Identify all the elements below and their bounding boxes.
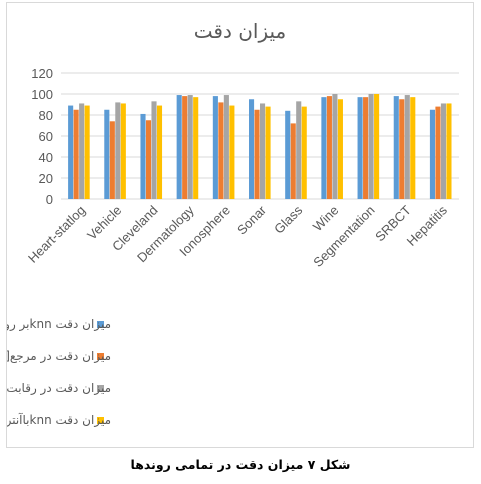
bar: [393, 96, 399, 199]
y-tick-label: 0: [46, 192, 53, 207]
bar: [104, 109, 110, 199]
bar: [156, 105, 163, 199]
y-tick-label: 40: [39, 150, 53, 165]
bar: [290, 123, 296, 199]
bar: [326, 96, 332, 199]
bar: [223, 95, 229, 199]
bar: [404, 95, 410, 199]
legend-label: میزان دقت در مرجع[2]: [7, 349, 111, 364]
chart-title: میزان دقت: [194, 19, 287, 43]
figure-caption: شکل ۷ میزان دقت در تمامی روندها: [130, 457, 351, 472]
y-tick-label: 20: [39, 171, 53, 186]
bar: [176, 95, 182, 199]
bar: [151, 101, 157, 199]
bar: [363, 97, 369, 199]
bar: [254, 109, 260, 199]
x-category-label: Heart-statlog: [25, 203, 88, 266]
bar: [260, 103, 266, 199]
bar: [229, 105, 235, 199]
y-tick-label: 60: [39, 129, 53, 144]
y-tick-label: 80: [39, 108, 53, 123]
bar: [374, 94, 380, 199]
bar: [68, 105, 74, 199]
x-category-label: Wine: [310, 203, 342, 235]
bar: [435, 106, 441, 199]
y-tick-label: 120: [31, 66, 53, 81]
bar: [212, 96, 218, 199]
y-axis-tick-labels: 0 20 40 60 80 100 120: [31, 66, 53, 207]
bar: [301, 106, 307, 199]
legend-swatch: [97, 321, 104, 328]
bar: [120, 103, 126, 199]
bar: [73, 109, 79, 199]
bar: [84, 105, 90, 199]
bars: [68, 94, 452, 199]
bar: [249, 99, 255, 199]
bar: [182, 96, 188, 199]
bar: [446, 103, 452, 199]
bar: [337, 99, 343, 199]
bar: [187, 95, 193, 199]
legend: میزان دقت knnبر روی داده های اولیه میزان …: [7, 317, 111, 428]
legend-swatch: [97, 385, 104, 392]
bar: [218, 102, 224, 199]
bar: [140, 113, 146, 199]
legend-label: میزان دقت knnبر روی داده های اولیه: [7, 317, 111, 332]
legend-swatch: [97, 417, 104, 424]
bar: [193, 97, 199, 199]
x-category-label: Sonar: [234, 202, 270, 238]
bar: [368, 94, 374, 199]
bar: [321, 97, 327, 199]
bar: [399, 99, 405, 199]
bar: [410, 97, 416, 199]
bar: [145, 120, 152, 199]
chart-svg: میزان دقت 0 20 40 60 80 100 120 Heart-statlogV…: [7, 19, 459, 428]
x-category-label: Hepatitis: [404, 202, 451, 249]
legend-swatch: [97, 353, 104, 360]
bar: [115, 102, 121, 199]
bar: [296, 101, 302, 199]
bar: [265, 106, 271, 199]
bar: [79, 103, 85, 199]
x-category-label: Glass: [271, 202, 305, 236]
legend-label: میزان دقت در رقابت استعماری و آنتروپی فا…: [7, 380, 111, 396]
bar: [429, 109, 436, 199]
bar: [285, 110, 291, 199]
legend-label: میزان دقت knnباآنتروپی فازی: [7, 412, 111, 428]
bar: [357, 97, 363, 199]
y-tick-label: 100: [31, 87, 53, 102]
x-axis-category-labels: Heart-statlogVehicleClevelandDermatology…: [25, 202, 450, 270]
bar: [109, 121, 115, 199]
bar: [440, 103, 447, 199]
bar: [332, 94, 338, 199]
chart-frame: میزان دقت 0 20 40 60 80 100 120 Heart-statlog V…: [6, 2, 474, 448]
